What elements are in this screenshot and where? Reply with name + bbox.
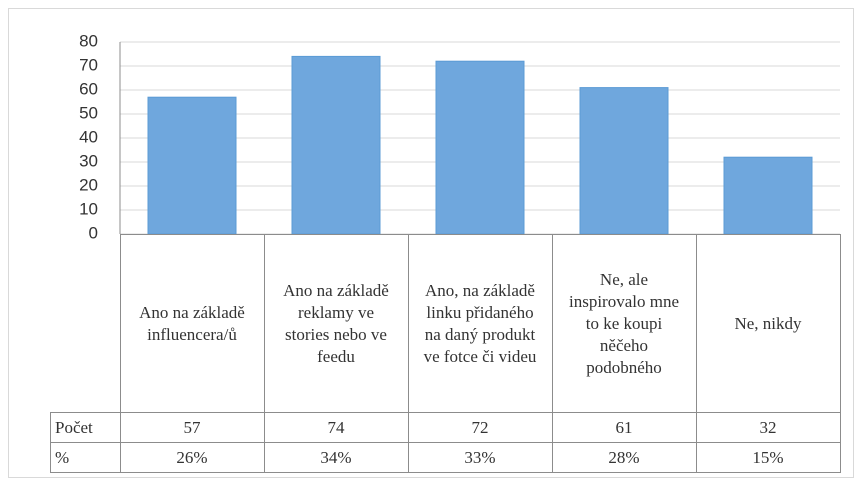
- y-tick-label: 0: [89, 223, 98, 242]
- category-text: Ne, nikdy: [734, 313, 802, 333]
- x-tick-label: Ano, na základě linku přidaného na daný …: [407, 234, 553, 413]
- table-row: % 26% 34% 33% 28% 15%: [50, 442, 841, 473]
- bar: [147, 96, 237, 235]
- y-tick-label: 30: [79, 151, 98, 170]
- y-tick-label: 70: [79, 55, 98, 74]
- x-tick-label: Ano na základě influencera/ů: [119, 234, 265, 413]
- table-value: 32: [695, 412, 841, 443]
- y-tick-label: 60: [79, 79, 98, 98]
- table-value: 15%: [695, 442, 841, 473]
- table-value: 57: [119, 412, 265, 443]
- bar: [723, 156, 813, 235]
- bar: [291, 55, 381, 235]
- category-text: Ano na základě influencera/ů: [139, 302, 245, 344]
- x-tick-label: Ne, ale inspirovalo mne to ke koupi něče…: [551, 234, 697, 413]
- category-text: Ano, na základě linku přidaného na daný …: [423, 280, 537, 366]
- y-tick-label: 20: [79, 175, 98, 194]
- category-text: Ne, ale inspirovalo mne to ke koupi něče…: [568, 269, 679, 377]
- table-value: 61: [551, 412, 697, 443]
- table-corner: [50, 234, 121, 413]
- y-tick-label: 80: [79, 31, 98, 50]
- table-value: 26%: [119, 442, 265, 473]
- bar: [579, 87, 669, 235]
- table-row: Ano na základě influencera/ů Ano na zákla…: [50, 234, 841, 413]
- table-value: 34%: [263, 442, 409, 473]
- chart-frame: [8, 8, 854, 478]
- legend-entry: Počet: [50, 412, 121, 443]
- table-value: 74: [263, 412, 409, 443]
- y-tick-label: 10: [79, 199, 98, 218]
- table-row: Počet 57 74 72 61 32: [50, 412, 841, 443]
- bar: [435, 60, 525, 235]
- table-value: 72: [407, 412, 553, 443]
- table-value: 28%: [551, 442, 697, 473]
- table-value: 33%: [407, 442, 553, 473]
- y-tick-label: 50: [79, 103, 98, 122]
- data-table: Ano na základě influencera/ů Ano na zákla…: [50, 234, 841, 473]
- x-tick-label: Ne, nikdy: [695, 234, 841, 413]
- x-tick-label: Ano na základě reklamy ve stories nebo v…: [263, 234, 409, 413]
- row-header: %: [50, 442, 121, 473]
- y-tick-label: 40: [79, 127, 98, 146]
- category-text: Ano na základě reklamy ve stories nebo v…: [283, 280, 389, 366]
